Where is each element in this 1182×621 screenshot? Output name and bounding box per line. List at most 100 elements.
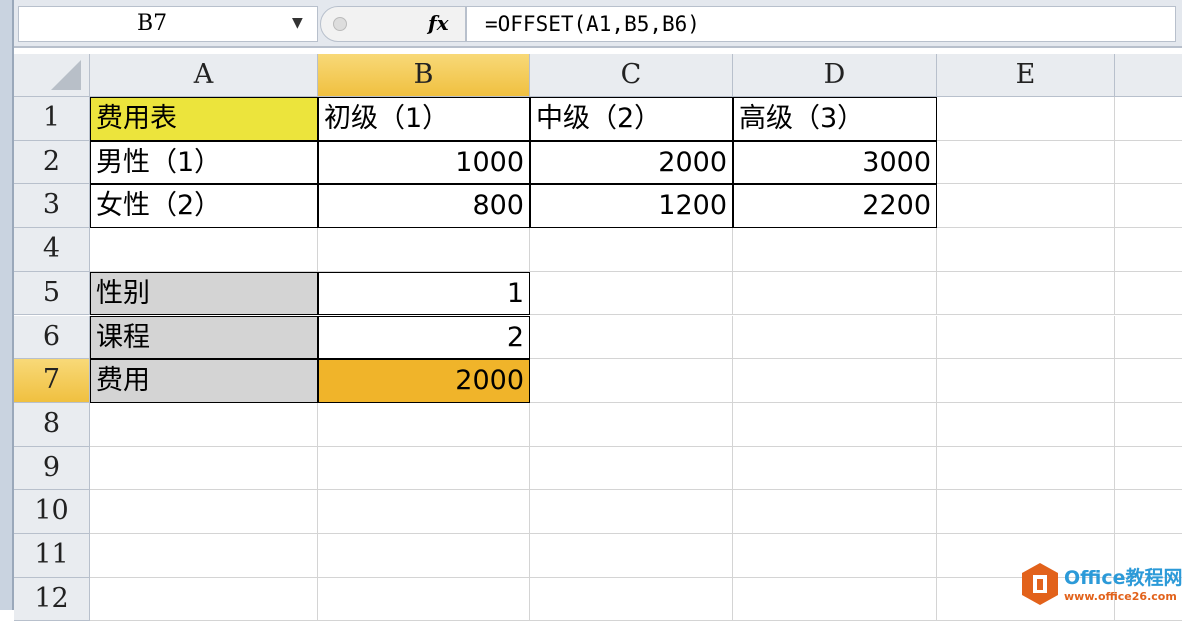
cell-A1[interactable]: 费用表 bbox=[90, 97, 318, 141]
cell-C4[interactable] bbox=[530, 228, 733, 272]
cell-D7[interactable] bbox=[733, 359, 937, 403]
insert-function-icon[interactable]: fx bbox=[428, 11, 449, 35]
cell-A9[interactable] bbox=[90, 446, 318, 491]
row-header-1[interactable]: 1 bbox=[14, 97, 90, 141]
row-header-12[interactable]: 12 bbox=[14, 577, 90, 621]
cell-F11[interactable] bbox=[1115, 534, 1182, 578]
cell-D9[interactable] bbox=[733, 446, 937, 491]
cell-F8[interactable] bbox=[1115, 403, 1182, 447]
row-header-3[interactable]: 3 bbox=[14, 184, 90, 229]
cell-F5[interactable] bbox=[1115, 272, 1182, 316]
column-header-d[interactable]: D bbox=[733, 54, 937, 97]
cell-A3[interactable]: 女性（2） bbox=[90, 184, 318, 229]
formula-bar-splitter[interactable] bbox=[320, 6, 466, 42]
row-header-9[interactable]: 9 bbox=[14, 446, 90, 491]
row-header-5[interactable]: 5 bbox=[14, 271, 90, 316]
cell-B9[interactable] bbox=[318, 446, 530, 491]
row-header-8[interactable]: 8 bbox=[14, 402, 90, 447]
row-header-7[interactable]: 7 bbox=[14, 359, 90, 403]
formula-bar: B7 ▼ fx =OFFSET(A1,B5,B6) bbox=[14, 0, 1182, 48]
active-cell-B7[interactable]: 2000 bbox=[318, 359, 530, 403]
window-edge bbox=[0, 0, 14, 610]
cell-A4[interactable] bbox=[90, 228, 318, 272]
cell-D12[interactable] bbox=[733, 577, 937, 621]
formula-input[interactable]: =OFFSET(A1,B5,B6) bbox=[466, 6, 1176, 42]
cell-F10[interactable] bbox=[1115, 490, 1182, 534]
cell-C2[interactable]: 2000 bbox=[530, 140, 733, 185]
cell-F7[interactable] bbox=[1115, 359, 1182, 403]
cell-C8[interactable] bbox=[530, 402, 733, 447]
cell-D3[interactable]: 2200 bbox=[733, 184, 937, 229]
cell-A12[interactable] bbox=[90, 577, 318, 621]
cell-E1[interactable] bbox=[937, 97, 1115, 141]
formula-text: =OFFSET(A1,B5,B6) bbox=[485, 12, 700, 36]
cell-B1[interactable]: 初级（1） bbox=[318, 97, 530, 141]
cell-A7[interactable]: 费用 bbox=[90, 359, 318, 403]
column-header-c[interactable]: C bbox=[530, 54, 733, 97]
select-all-icon bbox=[51, 60, 81, 90]
column-header-a[interactable]: A bbox=[90, 54, 318, 97]
cell-C7[interactable] bbox=[530, 359, 733, 403]
cell-A11[interactable] bbox=[90, 534, 318, 578]
cell-A10[interactable] bbox=[90, 490, 318, 534]
cell-E8[interactable] bbox=[937, 402, 1115, 447]
cell-D11[interactable] bbox=[733, 534, 937, 578]
cell-D8[interactable] bbox=[733, 402, 937, 447]
cell-F9[interactable] bbox=[1115, 447, 1182, 491]
cell-E5[interactable] bbox=[937, 271, 1115, 316]
cell-B5[interactable]: 1 bbox=[318, 271, 530, 316]
cell-E4[interactable] bbox=[937, 228, 1115, 272]
cell-B11[interactable] bbox=[318, 534, 530, 578]
select-all-corner[interactable] bbox=[14, 54, 90, 97]
cell-D1[interactable]: 高级（3） bbox=[733, 97, 937, 141]
cell-D4[interactable] bbox=[733, 228, 937, 272]
cell-F4[interactable] bbox=[1115, 228, 1182, 272]
cell-C11[interactable] bbox=[530, 534, 733, 578]
cell-D10[interactable] bbox=[733, 490, 937, 534]
cell-A2[interactable]: 男性（1） bbox=[90, 140, 318, 185]
chevron-down-icon[interactable]: ▼ bbox=[292, 15, 303, 31]
row-header-10[interactable]: 10 bbox=[14, 490, 90, 534]
cell-A5[interactable]: 性别 bbox=[90, 271, 318, 316]
cell-C9[interactable] bbox=[530, 446, 733, 491]
column-header-e[interactable]: E bbox=[937, 54, 1115, 97]
cell-D6[interactable] bbox=[733, 315, 937, 360]
cell-A8[interactable] bbox=[90, 402, 318, 447]
cell-E3[interactable] bbox=[937, 184, 1115, 229]
cell-B12[interactable] bbox=[318, 577, 530, 621]
cell-D2[interactable]: 3000 bbox=[733, 140, 937, 185]
name-box[interactable]: B7 bbox=[18, 6, 318, 42]
cell-E9[interactable] bbox=[937, 446, 1115, 491]
cell-B6[interactable]: 2 bbox=[318, 315, 530, 360]
row-header-11[interactable]: 11 bbox=[14, 534, 90, 578]
cell-A6[interactable]: 课程 bbox=[90, 315, 318, 360]
cell-F2[interactable] bbox=[1115, 141, 1182, 185]
cell-B10[interactable] bbox=[318, 490, 530, 534]
cell-F3[interactable] bbox=[1115, 184, 1182, 229]
cell-C12[interactable] bbox=[530, 577, 733, 621]
cell-C1[interactable]: 中级（2） bbox=[530, 97, 733, 141]
cell-E2[interactable] bbox=[937, 140, 1115, 185]
row-header-4[interactable]: 4 bbox=[14, 228, 90, 272]
row-header-2[interactable]: 2 bbox=[14, 140, 90, 185]
cell-B2[interactable]: 1000 bbox=[318, 140, 530, 185]
cell-B4[interactable] bbox=[318, 228, 530, 272]
name-box-value: B7 bbox=[137, 11, 168, 36]
cell-E10[interactable] bbox=[937, 490, 1115, 534]
cell-C3[interactable]: 1200 bbox=[530, 184, 733, 229]
cell-C10[interactable] bbox=[530, 490, 733, 534]
cell-C5[interactable] bbox=[530, 271, 733, 316]
cell-C6[interactable] bbox=[530, 315, 733, 360]
watermark-logo: Office教程网 www.office26.com bbox=[1022, 563, 1182, 605]
cell-E6[interactable] bbox=[937, 315, 1115, 360]
cell-B8[interactable] bbox=[318, 402, 530, 447]
cell-E7[interactable] bbox=[937, 359, 1115, 403]
svg-text:www.office26.com: www.office26.com bbox=[1064, 590, 1177, 603]
row-header-6[interactable]: 6 bbox=[14, 315, 90, 360]
cell-B3[interactable]: 800 bbox=[318, 184, 530, 229]
cell-F6[interactable] bbox=[1115, 316, 1182, 360]
column-header-f[interactable] bbox=[1115, 54, 1182, 97]
cell-D5[interactable] bbox=[733, 271, 937, 316]
cell-F1[interactable] bbox=[1115, 97, 1182, 141]
column-header-b[interactable]: B bbox=[318, 54, 530, 97]
